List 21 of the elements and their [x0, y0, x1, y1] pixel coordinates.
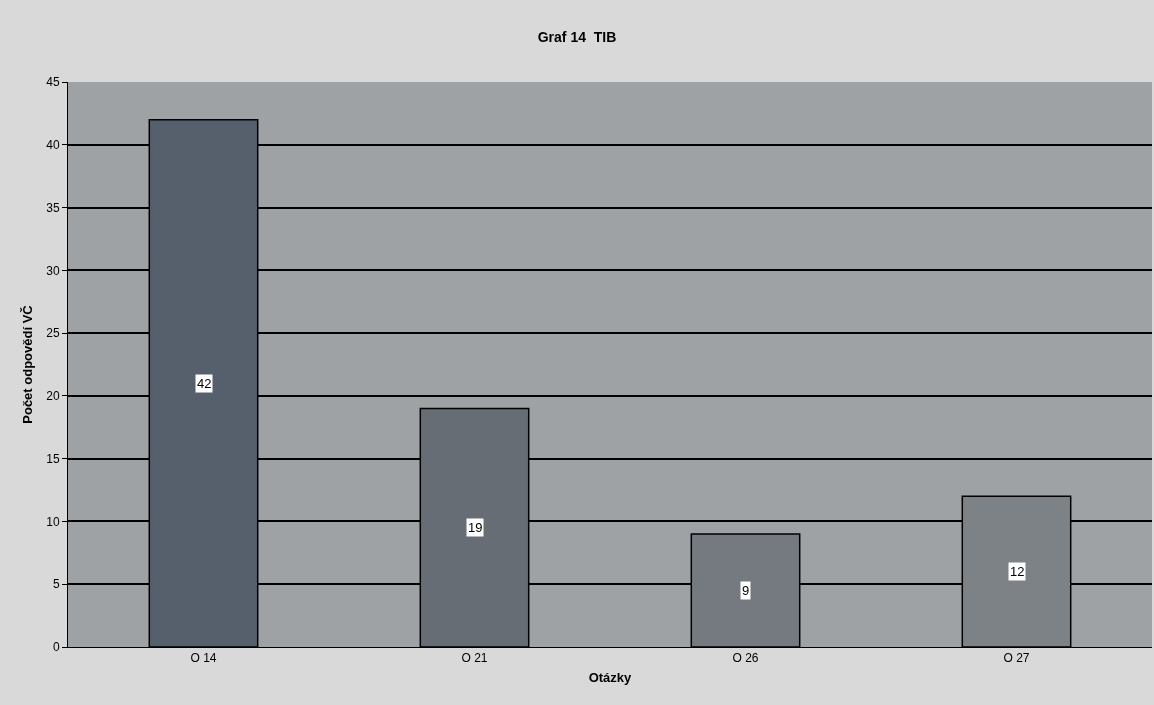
y-axis-title: Počet odpovědí VČ — [20, 304, 36, 424]
y-tick-label: 10 — [46, 514, 60, 529]
x-tick-label: O 26 — [732, 651, 759, 666]
y-tick-label: 5 — [52, 577, 60, 592]
y-tick-label: 45 — [46, 75, 60, 90]
y-tick-label: 30 — [46, 263, 60, 278]
y-tick-label: 15 — [46, 451, 60, 466]
y-tick-label: 20 — [46, 389, 60, 404]
data-label: 12 — [1010, 564, 1025, 579]
y-tick-label: 40 — [46, 137, 60, 152]
x-tick-label: O 14 — [190, 651, 217, 666]
x-tick-label: O 27 — [1003, 651, 1030, 666]
data-label: 9 — [742, 583, 750, 598]
chart-title: Graf 14 TIB — [537, 28, 617, 45]
x-tick-label: O 21 — [461, 651, 488, 666]
data-label: 19 — [468, 520, 483, 535]
data-label: 42 — [197, 376, 212, 391]
y-tick-label: 0 — [52, 640, 60, 655]
x-axis-title: Otázky — [588, 670, 633, 685]
y-tick-label: 35 — [46, 200, 60, 215]
y-tick-label: 25 — [46, 326, 60, 341]
